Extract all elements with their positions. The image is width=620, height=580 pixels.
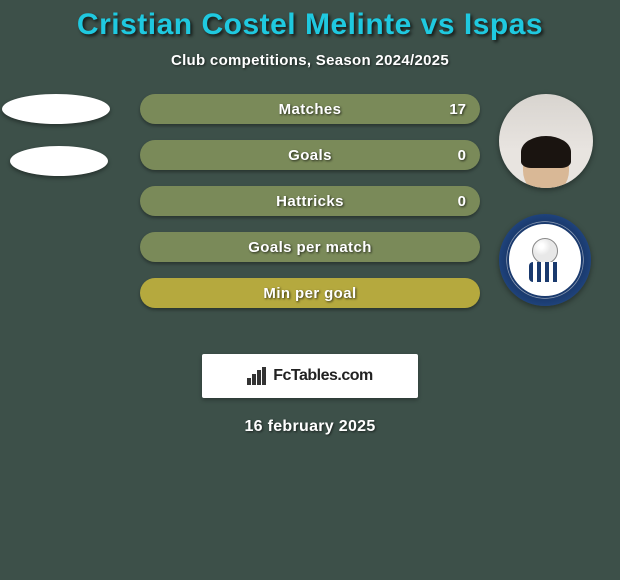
stat-row-mpg: Min per goal [140,278,480,308]
stat-label: Matches [279,101,342,118]
page-title: Cristian Costel Melinte vs Ispas [0,8,620,42]
stat-value-right: 17 [449,101,466,118]
badge-stripes [529,262,561,282]
right-avatar [499,94,593,188]
left-avatar-placeholder [2,94,110,124]
avatar-hair [521,136,571,168]
stat-row-gpm: Goals per match [140,232,480,262]
stats-area: Matches 17 Goals 0 Hattricks 0 Goals per… [0,104,620,334]
stat-value-right: 0 [458,193,466,210]
date-text: 16 february 2025 [0,418,620,436]
right-player-column [499,94,597,306]
stat-row-matches: Matches 17 [140,94,480,124]
right-club-badge [499,214,591,306]
stat-label: Min per goal [263,285,356,302]
club-badge-inner [507,222,583,298]
stat-rows: Matches 17 Goals 0 Hattricks 0 Goals per… [140,94,480,324]
stat-row-goals: Goals 0 [140,140,480,170]
left-player-column [2,94,118,176]
stat-row-hattricks: Hattricks 0 [140,186,480,216]
left-club-placeholder [10,146,108,176]
stat-label: Goals per match [248,239,372,256]
fctables-logo: FcTables.com [202,354,418,398]
avatar-face [523,142,569,188]
subtitle: Club competitions, Season 2024/2025 [0,52,620,69]
football-icon [532,238,558,264]
stat-label: Goals [288,147,332,164]
stat-value-right: 0 [458,147,466,164]
stat-label: Hattricks [276,193,344,210]
content-area: Cristian Costel Melinte vs Ispas Club co… [0,0,620,436]
logo-text: FcTables.com [273,367,373,385]
bar-chart-icon [247,367,267,385]
